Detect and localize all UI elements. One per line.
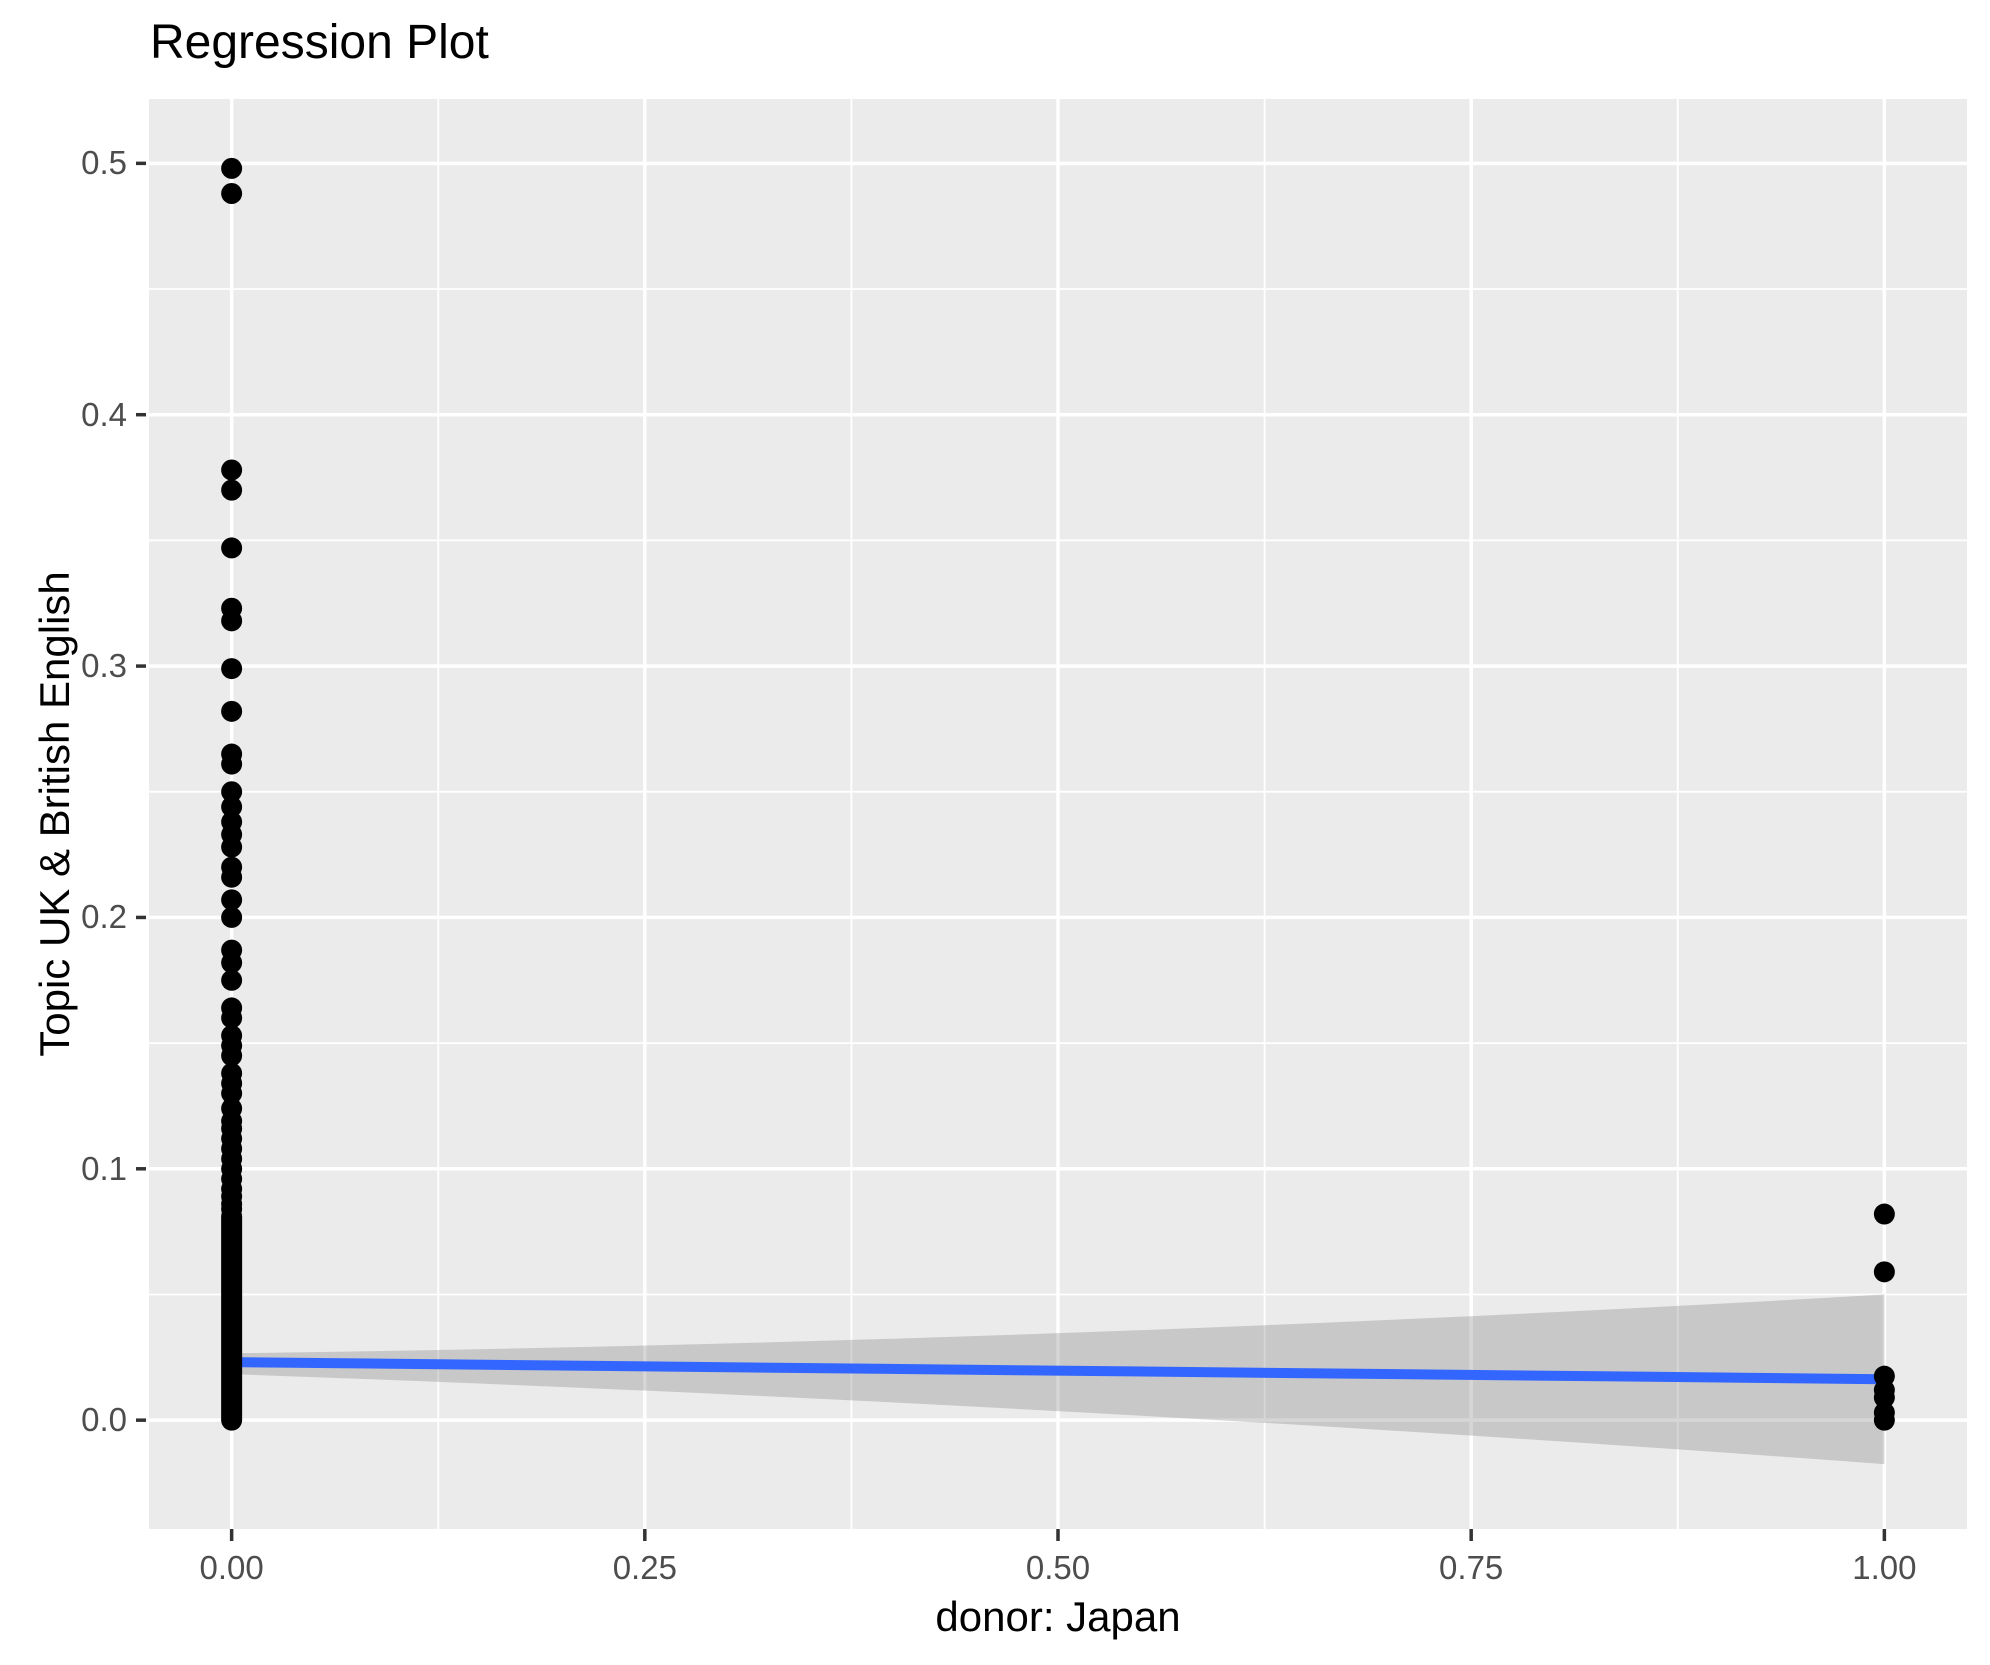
plot-title: Regression Plot bbox=[150, 16, 489, 69]
y-axis-title: Topic UK & British English bbox=[31, 571, 78, 1057]
scatter-points bbox=[221, 157, 1895, 1431]
x-tick-label: 0.00 bbox=[199, 1549, 264, 1586]
x-axis-title: donor: Japan bbox=[935, 1593, 1181, 1640]
data-point bbox=[221, 1007, 243, 1029]
data-point bbox=[221, 459, 243, 481]
data-point bbox=[221, 889, 243, 911]
data-point bbox=[221, 969, 243, 991]
data-point bbox=[221, 1198, 243, 1220]
data-point bbox=[221, 866, 243, 888]
x-tick-label: 0.75 bbox=[1439, 1549, 1504, 1586]
data-point bbox=[221, 906, 243, 928]
data-point bbox=[221, 537, 243, 559]
x-tick-label: 1.00 bbox=[1852, 1549, 1917, 1586]
x-tick-label: 0.50 bbox=[1025, 1549, 1091, 1586]
data-point bbox=[221, 1045, 243, 1067]
axis-tick-marks bbox=[136, 161, 1887, 1541]
data-point bbox=[221, 781, 243, 803]
data-point bbox=[1873, 1261, 1895, 1283]
data-point bbox=[221, 700, 243, 722]
data-point bbox=[1873, 1387, 1895, 1409]
y-tick-label: 0.3 bbox=[81, 647, 127, 685]
data-point bbox=[221, 479, 243, 501]
data-point bbox=[221, 753, 243, 775]
dense-point-column bbox=[221, 1206, 243, 1431]
data-point bbox=[221, 952, 243, 974]
confidence-ribbon bbox=[231, 1294, 1885, 1465]
data-point bbox=[221, 1082, 243, 1104]
y-tick-label: 0.4 bbox=[81, 395, 127, 433]
data-point bbox=[221, 183, 243, 205]
regression-line bbox=[231, 1357, 1885, 1385]
y-tick-label: 0.1 bbox=[81, 1149, 127, 1187]
y-tick-label: 0.5 bbox=[81, 144, 127, 182]
data-point bbox=[1873, 1203, 1895, 1225]
data-point bbox=[221, 658, 243, 680]
data-point bbox=[221, 836, 243, 858]
data-point bbox=[1873, 1409, 1895, 1431]
y-tick-label: 0.0 bbox=[81, 1401, 127, 1439]
data-point bbox=[221, 796, 243, 818]
data-point bbox=[221, 157, 243, 179]
y-tick-label: 0.2 bbox=[81, 898, 127, 936]
x-tick-label: 0.25 bbox=[612, 1549, 677, 1586]
data-point bbox=[221, 610, 243, 632]
